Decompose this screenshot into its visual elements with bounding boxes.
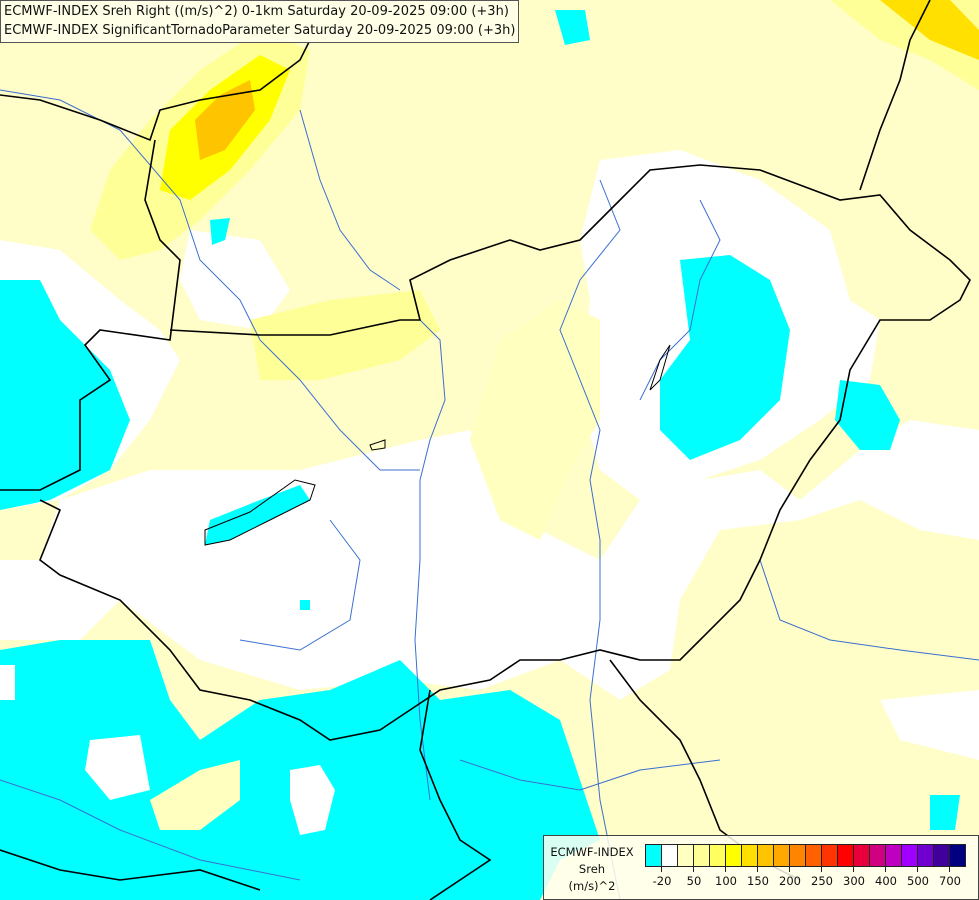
map-title-box: ECMWF-INDEX Sreh Right ((m/s)^2) 0-1km S…: [0, 0, 520, 43]
legend-swatch: [758, 845, 774, 866]
legend-swatch: [934, 845, 950, 866]
legend-variable: Sreh: [578, 862, 606, 876]
legend-swatch: [694, 845, 710, 866]
legend-tick-mark: [853, 867, 854, 872]
legend-label: ECMWF-INDEX Sreh (m/s)^2: [544, 844, 640, 895]
legend-tick-label: 50: [686, 874, 702, 888]
legend-swatch: [774, 845, 790, 866]
legend-swatch: [838, 845, 854, 866]
legend-swatch: [742, 845, 758, 866]
legend-tick-label: 700: [939, 874, 961, 888]
legend-swatch: [854, 845, 870, 866]
legend-tick-mark: [757, 867, 758, 872]
legend-swatch: [822, 845, 838, 866]
legend-tick-mark: [917, 867, 918, 872]
legend-tick-label: 250: [811, 874, 833, 888]
legend-tick-label: 400: [875, 874, 897, 888]
legend-swatch: [790, 845, 806, 866]
legend-model: ECMWF-INDEX: [550, 845, 634, 859]
legend-tick-label: 200: [779, 874, 801, 888]
legend-tick-label: 300: [843, 874, 865, 888]
legend-tick-mark: [949, 867, 950, 872]
title-line-stp: ECMWF-INDEX SignificantTornadoParameter …: [4, 23, 516, 38]
title-line-sreh: ECMWF-INDEX Sreh Right ((m/s)^2) 0-1km S…: [4, 4, 509, 19]
legend-tick-mark: [661, 867, 662, 872]
legend-tick-mark: [885, 867, 886, 872]
color-legend: ECMWF-INDEX Sreh (m/s)^2 -20 50 100 150 200 2…: [543, 835, 979, 900]
legend-swatch: [918, 845, 934, 866]
legend-tick-label: 500: [907, 874, 929, 888]
legend-tick-mark: [821, 867, 822, 872]
legend-swatch: [870, 845, 886, 866]
legend-swatch: [646, 845, 662, 866]
legend-swatch: [886, 845, 902, 866]
legend-tick-label: -20: [652, 874, 672, 888]
legend-swatch: [950, 845, 965, 866]
legend-unit: (m/s)^2: [568, 879, 616, 893]
field-yellow-in-cyan: [150, 760, 240, 830]
legend-tick-mark: [789, 867, 790, 872]
legend-swatch: [678, 845, 694, 866]
legend-swatch: [710, 845, 726, 866]
field-white-in-cyan: [0, 665, 335, 835]
lakes: [204, 344, 671, 546]
legend-swatch: [662, 845, 678, 866]
legend-tick-label: 100: [715, 874, 737, 888]
legend-tick-mark: [693, 867, 694, 872]
legend-swatch: [902, 845, 918, 866]
field-yellow-areas: [90, 0, 979, 540]
legend-swatch: [806, 845, 822, 866]
legend-swatches: [645, 844, 966, 867]
legend-tick-mark: [725, 867, 726, 872]
legend-tick-label: 150: [747, 874, 769, 888]
legend-swatch: [726, 845, 742, 866]
